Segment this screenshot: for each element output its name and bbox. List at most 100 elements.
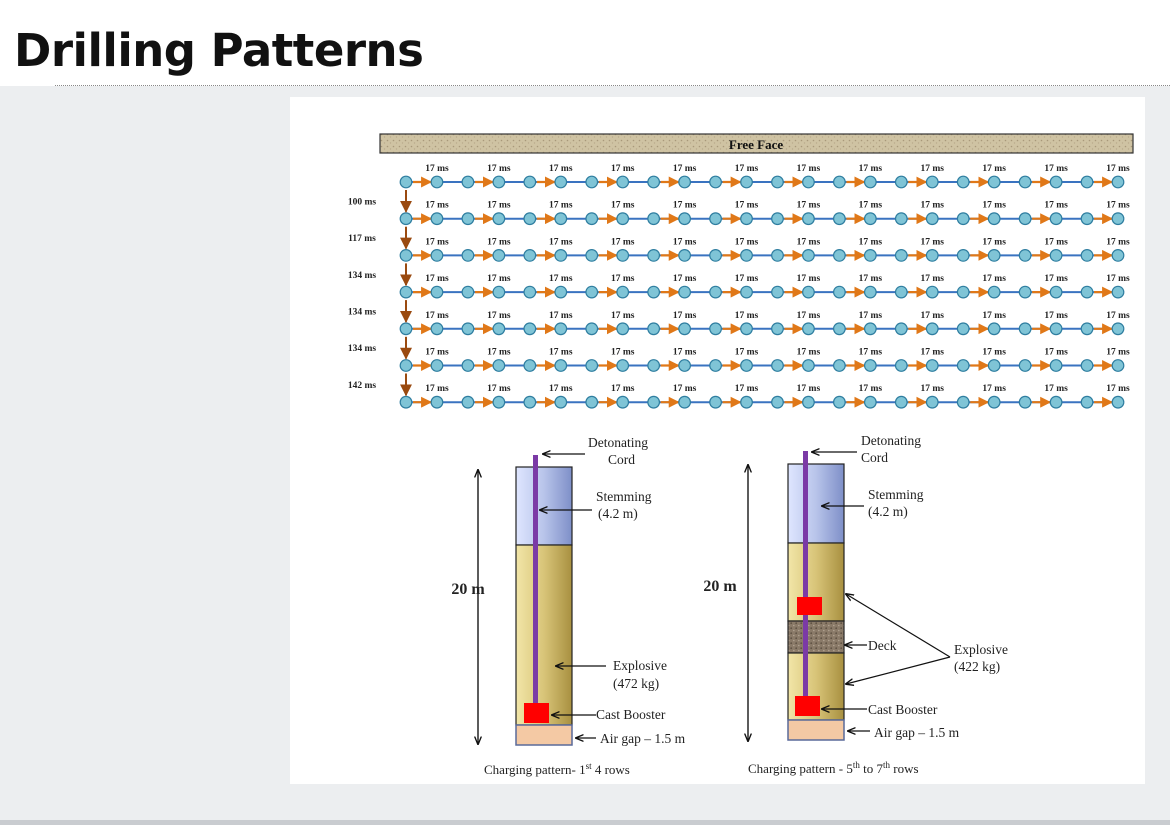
blast-hole-icon <box>956 322 970 336</box>
blast-hole-icon <box>1080 175 1094 189</box>
blast-hole-icon <box>925 359 939 372</box>
row-delay-label: 17 ms <box>859 237 883 247</box>
blast-hole-icon <box>956 285 970 299</box>
blast-hole-icon <box>461 248 475 262</box>
blast-hole-icon <box>956 395 970 409</box>
blast-hole-icon <box>585 285 599 299</box>
blast-hole-icon <box>925 175 939 189</box>
blast-hole-icon <box>585 395 599 409</box>
row-delay-label: 17 ms <box>982 384 1006 394</box>
blast-hole-icon <box>863 248 877 262</box>
inter-row-delay-label: 134 ms <box>348 307 377 317</box>
blast-hole-icon <box>430 395 444 409</box>
blast-hole-icon <box>554 248 568 262</box>
blast-hole-icon <box>740 359 753 372</box>
free-face-label: Free Face <box>729 137 783 152</box>
blast-hole-icon <box>863 395 877 409</box>
length-label: 20 m <box>451 581 485 598</box>
blast-hole-icon <box>709 285 722 299</box>
row-delay-label: 17 ms <box>549 237 573 247</box>
blast-hole-icon <box>523 395 537 409</box>
blast-hole-icon <box>399 212 413 226</box>
blast-hole-icon <box>554 395 568 409</box>
blast-hole-icon <box>1018 359 1032 372</box>
blast-hole-icon <box>925 395 939 409</box>
blast-hole-icon <box>987 175 1001 189</box>
blast-hole-icon <box>399 285 413 299</box>
row-delay-label: 17 ms <box>611 384 635 394</box>
explosive-label: Explosive (472 kg) <box>613 658 670 691</box>
blast-hole-icon <box>461 359 475 372</box>
row-delay-label: 17 ms <box>673 311 697 321</box>
row-delay-label: 17 ms <box>673 348 697 358</box>
row-delay-label: 17 ms <box>487 348 511 358</box>
blast-hole-icon <box>863 359 877 372</box>
row-delay-label: 17 ms <box>797 201 821 211</box>
stemming-segment <box>787 463 845 544</box>
row-delay-label: 17 ms <box>859 201 883 211</box>
blast-hole-icon <box>1018 212 1032 226</box>
inter-row-delay-label: 134 ms <box>348 271 377 281</box>
row-delay-label: 17 ms <box>549 201 573 211</box>
blast-hole-icon <box>771 248 784 262</box>
blast-hole-icon <box>678 359 692 372</box>
blast-hole-icon <box>1049 212 1063 226</box>
blast-hole-icon <box>771 212 784 226</box>
blast-hole-icon <box>740 212 753 226</box>
row-delay-label: 17 ms <box>487 274 511 284</box>
blast-hole-icon <box>461 285 475 299</box>
row-delay-label: 17 ms <box>982 274 1006 284</box>
detonating-cord-line <box>803 451 808 703</box>
blast-hole-icon <box>1111 212 1125 226</box>
blast-hole-icon <box>399 359 413 372</box>
blast-hole-icon <box>492 248 506 262</box>
blast-hole-icon <box>1049 175 1063 189</box>
row-delay-label: 17 ms <box>1106 348 1130 358</box>
blast-hole-icon <box>832 212 846 226</box>
blast-hole-icon <box>987 212 1001 226</box>
row-delay-label: 17 ms <box>1044 311 1068 321</box>
blast-hole-icon <box>771 395 784 409</box>
row-delay-label: 17 ms <box>549 164 573 174</box>
delay-pattern: 17 ms 17 ms 17 ms 17 ms 17 ms 17 ms 17 ms 17 ms… <box>348 164 1130 409</box>
blast-hole-icon <box>832 395 846 409</box>
figure-panel: Free Face 17 ms 17 ms 17 ms 17 ms 17 ms 17 ms… <box>290 97 1145 784</box>
blast-hole-icon <box>802 175 815 189</box>
blast-hole-icon <box>894 395 908 409</box>
blast-hole-icon <box>523 359 537 372</box>
row-delay-label: 17 ms <box>487 237 511 247</box>
row-delay-label: 17 ms <box>611 237 635 247</box>
row-delay-label: 17 ms <box>487 384 511 394</box>
row-delay-label: 17 ms <box>859 164 883 174</box>
blast-hole-icon <box>523 322 537 336</box>
blast-hole-icon <box>987 359 1001 372</box>
blast-hole-icon <box>554 322 568 336</box>
blast-hole-icon <box>523 175 537 189</box>
row-delay-label: 17 ms <box>487 201 511 211</box>
blast-hole-icon <box>740 248 753 262</box>
blast-hole-icon <box>616 359 630 372</box>
row-delay-label: 17 ms <box>549 311 573 321</box>
row-delay-label: 17 ms <box>425 311 449 321</box>
blast-hole-icon <box>616 212 630 226</box>
row-delay-label: 17 ms <box>1106 164 1130 174</box>
explosive-segment <box>515 544 573 726</box>
row-delay-label: 17 ms <box>797 237 821 247</box>
row-delay-label: 17 ms <box>549 348 573 358</box>
explosive-label: Explosive (422 kg) <box>954 642 1011 674</box>
row-delay-label: 17 ms <box>425 164 449 174</box>
blast-hole-icon <box>925 285 939 299</box>
charge-column-left: 20 m Detonating Cord Stemming (4.2 m) Ex… <box>451 435 685 777</box>
blast-hole-icon <box>925 212 939 226</box>
blast-hole-icon <box>802 322 815 336</box>
blast-hole-icon <box>956 248 970 262</box>
inter-row-delay-label: 100 ms <box>348 197 377 207</box>
blast-hole-icon <box>523 285 537 299</box>
blast-hole-icon <box>678 285 692 299</box>
row-delay-label: 17 ms <box>982 348 1006 358</box>
row-delay-label: 17 ms <box>921 311 945 321</box>
blast-hole-icon <box>709 248 722 262</box>
cast-booster-icon <box>524 703 549 723</box>
row-delay-label: 17 ms <box>735 164 759 174</box>
row-delay-label: 17 ms <box>673 274 697 284</box>
